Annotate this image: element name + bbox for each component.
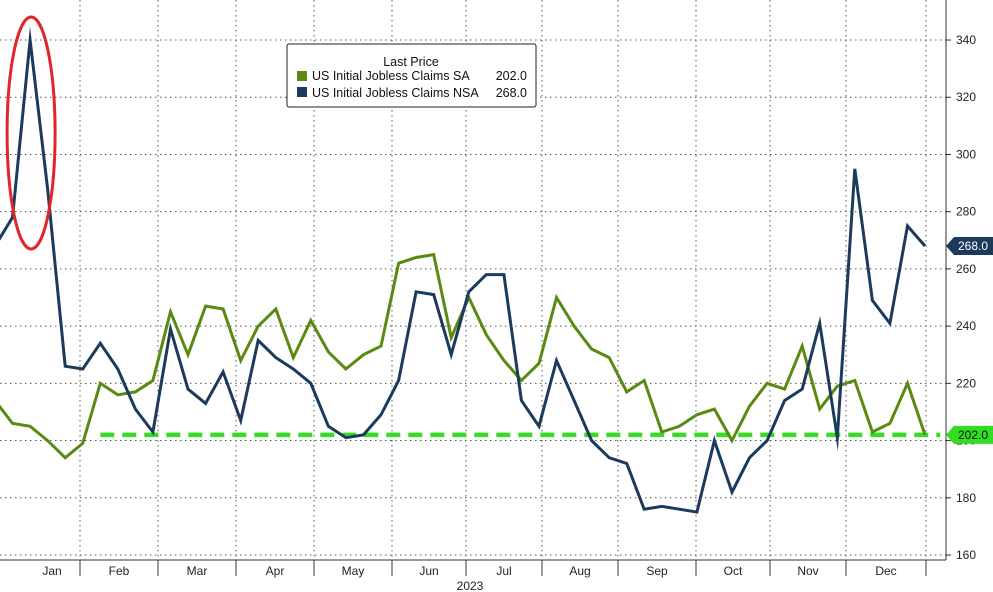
last-value-badge-1: 202.0 [946, 425, 993, 444]
x-tick-label-mar: Mar [187, 564, 208, 578]
y-tick-label-280: 280 [956, 205, 976, 219]
legend-value-sa: 202.0 [496, 69, 527, 83]
y-tick-label-220: 220 [956, 376, 976, 390]
x-tick-label-apr: Apr [266, 564, 285, 578]
x-tick-label-aug: Aug [569, 564, 590, 578]
y-axis-ticks: 160180200220240260280300320340 [946, 33, 976, 562]
x-tick-label-feb: Feb [109, 564, 130, 578]
legend-swatch-nsa [297, 87, 307, 97]
series-line-nsa [0, 26, 927, 514]
y-tick-label-340: 340 [956, 33, 976, 47]
y-tick-label-180: 180 [956, 491, 976, 505]
x-axis-year-label: 2023 [457, 579, 484, 592]
x-tick-label-jan: Jan [42, 564, 61, 578]
legend-box [286, 43, 537, 108]
highlight-ellipse [5, 15, 57, 251]
x-tick-label-may: May [342, 564, 365, 578]
series-line-sa [0, 252, 927, 460]
y-tick-label-160: 160 [956, 548, 976, 562]
legend-title: Last Price [383, 55, 439, 69]
y-tick-label-300: 300 [956, 147, 976, 161]
grid-lines [0, 0, 946, 560]
last-value-badge-bg-0 [946, 237, 993, 256]
x-tick-label-oct: Oct [724, 564, 743, 578]
last-value-badges: 268.0 202.0 [946, 237, 993, 444]
last-value-badge-text-1: 202.0 [958, 428, 988, 442]
x-tick-label-dec: Dec [875, 564, 896, 578]
last-value-badge-0: 268.0 [946, 237, 993, 256]
x-tick-label-jul: Jul [496, 564, 511, 578]
x-tick-label-nov: Nov [797, 564, 818, 578]
last-value-badge-bg-1 [946, 425, 993, 444]
x-tick-label-jun: Jun [419, 564, 438, 578]
legend-swatch-sa [297, 71, 307, 81]
y-tick-label-320: 320 [956, 90, 976, 104]
last-value-badge-text-0: 268.0 [958, 239, 988, 253]
series-layer [0, 26, 927, 514]
legend-label-nsa: US Initial Jobless Claims NSA [312, 86, 479, 100]
y-tick-label-240: 240 [956, 319, 976, 333]
legend: Last Price US Initial Jobless Claims SA … [286, 43, 537, 108]
x-tick-label-sep: Sep [646, 564, 668, 578]
x-axis-ticks: Jan Feb Mar Apr May Jun Jul Aug Sep Oct Nov Dec [42, 560, 927, 578]
legend-label-sa: US Initial Jobless Claims SA [312, 69, 470, 83]
y-tick-label-260: 260 [956, 262, 976, 276]
legend-value-nsa: 268.0 [496, 86, 527, 100]
